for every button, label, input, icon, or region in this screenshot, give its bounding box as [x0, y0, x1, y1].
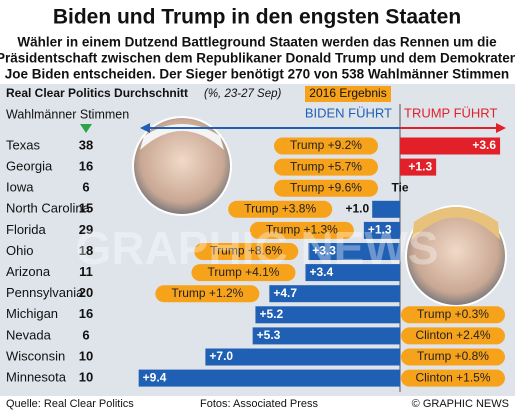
result-2016-pill: [401, 327, 505, 345]
result-2016-pill: [194, 243, 299, 260]
value-label: +3.6: [472, 138, 496, 152]
value-label: +4.7: [273, 286, 297, 300]
electoral-votes: 16: [79, 159, 93, 174]
electoral-votes: 38: [79, 137, 93, 152]
value-label: +3.4: [309, 265, 333, 279]
result-2016: Trump +3.8%: [244, 201, 316, 215]
state-name: Wisconsin: [6, 348, 65, 363]
bar: [138, 369, 400, 387]
subtitle: Joe Biden entscheiden. Der Sieger benöti…: [5, 67, 509, 82]
state-name: Ohio: [6, 243, 33, 258]
bar: [252, 327, 400, 345]
subtitle: Präsidentschaft zwischen dem Republikane…: [0, 51, 515, 66]
electoral-votes: 29: [79, 222, 93, 237]
bar: [372, 200, 400, 218]
bar: [255, 306, 400, 324]
subtitle: Wähler in einem Dutzend Battleground Sta…: [17, 35, 497, 50]
legend-arrowhead: [496, 123, 506, 133]
votes-pointer: [80, 124, 92, 133]
result-2016-pill: [274, 137, 378, 155]
legend-label: TRUMP FÜHRT: [404, 105, 497, 120]
bar: [205, 348, 400, 366]
electoral-votes: 10: [79, 348, 93, 363]
state-name: Michigan: [6, 306, 58, 321]
result-2016: Clinton +2.4%: [415, 328, 490, 342]
result-2016-pill: [228, 200, 333, 218]
bar: [363, 221, 400, 239]
trump-photo: [405, 205, 507, 307]
footer-copyright: © GRAPHIC NEWS: [412, 398, 509, 410]
result-header-box: [305, 86, 391, 102]
state-name: Iowa: [6, 180, 34, 195]
result-2016: Trump +9.2%: [290, 138, 362, 152]
result-2016-pill: [401, 348, 505, 366]
result-2016: Trump +1.3%: [266, 223, 338, 237]
bar: [400, 137, 501, 155]
electoral-votes: 15: [79, 201, 93, 216]
result-2016-pill: [274, 179, 378, 197]
watermark: GRAPHIC NEWS: [76, 222, 439, 274]
state-name: North Carolina: [6, 201, 91, 216]
votes-header: Wahlmänner Stimmen: [6, 107, 129, 121]
biden-hair: [140, 124, 224, 150]
state-name: Florida: [6, 222, 47, 237]
electoral-votes: 6: [82, 327, 89, 342]
result-2016-pill: [401, 369, 505, 387]
electoral-votes: 20: [79, 285, 93, 300]
result-2016: Trump +9.6%: [290, 180, 362, 194]
result-2016: Trump +5.7%: [290, 159, 362, 173]
value-label: +5.3: [257, 328, 281, 342]
result-2016-pill: [274, 158, 378, 176]
electoral-votes: 16: [79, 306, 93, 321]
electoral-votes: 6: [82, 180, 89, 195]
result-2016: Trump +4.1%: [208, 265, 280, 279]
state-name: Texas: [6, 137, 40, 152]
poll-note: (%, 23-27 Sep): [204, 88, 282, 100]
result-header: 2016 Ergebnis: [309, 86, 386, 100]
result-2016-pill: [155, 285, 260, 303]
value-label: +3.3: [312, 244, 336, 258]
state-name: Minnesota: [6, 370, 67, 385]
bar: [400, 158, 437, 176]
footer-source: Quelle: Real Clear Politics: [6, 398, 134, 410]
biden-photo: [132, 116, 232, 216]
value-label: +9.4: [143, 370, 167, 384]
value-label: +1.3: [368, 223, 392, 237]
trump-hair: [412, 207, 500, 240]
value-label: +5.2: [259, 307, 283, 321]
state-name: Georgia: [6, 159, 53, 174]
legend-label: BIDEN FÜHRT: [305, 105, 392, 120]
legend-arrowhead: [140, 123, 150, 133]
electoral-votes: 11: [79, 264, 93, 279]
poll-label: Real Clear Politics Durchschnitt: [6, 86, 188, 100]
result-2016: Trump +0.8%: [417, 349, 489, 363]
state-name: Arizona: [6, 264, 51, 279]
bar: [305, 264, 400, 282]
result-2016: Trump +8.6%: [210, 244, 282, 258]
result-2016-pill: [401, 306, 505, 324]
state-name: Nevada: [6, 327, 52, 342]
bar: [308, 243, 400, 260]
electoral-votes: 18: [79, 243, 93, 258]
value-label: +1.0: [345, 201, 369, 215]
value-label: +1.3: [408, 159, 432, 173]
state-name: Pennsylvania: [6, 285, 84, 300]
result-2016: Trump +0.3%: [417, 307, 489, 321]
value-label: +7.0: [209, 349, 233, 363]
title: Biden und Trump in den engsten Staaten: [53, 6, 461, 29]
result-2016-pill: [249, 221, 354, 239]
electoral-votes: 10: [79, 370, 93, 385]
result-2016: Trump +1.2%: [171, 286, 243, 300]
result-2016-pill: [191, 264, 296, 282]
bar: [269, 285, 400, 303]
result-2016: Clinton +1.5%: [415, 370, 490, 384]
footer-photos: Fotos: Associated Press: [200, 398, 318, 410]
value-label: Tie: [391, 180, 408, 194]
